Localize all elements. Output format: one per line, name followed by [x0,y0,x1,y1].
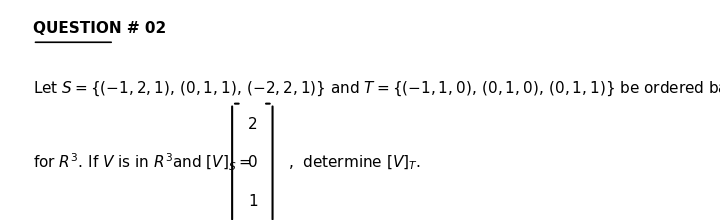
Text: for $R^3$. If $V$ is in $R^3$and $[V]_S =$: for $R^3$. If $V$ is in $R^3$and $[V]_S … [32,152,256,173]
Text: 0: 0 [248,155,258,170]
Text: ,  determine $[V]_T$.: , determine $[V]_T$. [288,154,421,172]
Text: Let $S = \{(-1, 2, 1),\, (0, 1, 1),\, (-2, 2, 1)\}$ and $T = \{(-1, 1, 0),\, (0,: Let $S = \{(-1, 2, 1),\, (0, 1, 1),\, (-… [32,80,720,98]
Text: QUESTION # 02: QUESTION # 02 [32,21,166,36]
Text: 2: 2 [248,117,258,132]
Text: 1: 1 [248,194,258,209]
